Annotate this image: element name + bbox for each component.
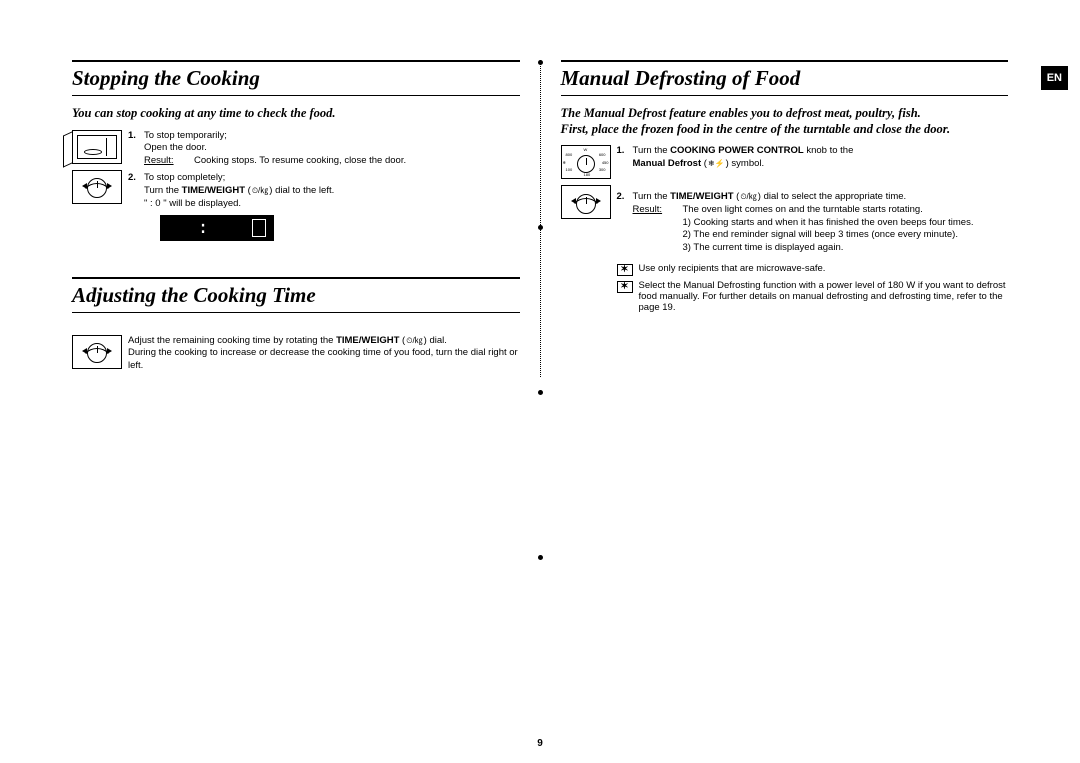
rule	[561, 60, 1009, 62]
note2-text: Select the Manual Defrosting function wi…	[639, 280, 1009, 313]
d1-mid: knob to the	[804, 145, 854, 156]
note1-text: Use only recipients that are microwave-s…	[639, 263, 826, 276]
time-weight-dial-icon	[561, 185, 611, 219]
step2-line2: " : 0 " will be displayed.	[144, 198, 241, 209]
heading-block: Stopping the Cooking	[72, 66, 520, 96]
time-weight-dial-icon	[72, 335, 122, 369]
adjust-bold: TIME/WEIGHT	[336, 335, 399, 346]
d1-b1: COOKING POWER CONTROL	[670, 145, 804, 156]
rule	[72, 60, 520, 62]
d2-r0: The oven light comes on and the turntabl…	[683, 204, 923, 215]
stop-step1: To stop temporarily; Open the door. Resu…	[128, 130, 520, 168]
defrost-step2: Turn the TIME/WEIGHT (⏲/㎏) dial to selec…	[617, 191, 1009, 255]
section-title-stopping: Stopping the Cooking	[72, 66, 520, 91]
d2-mid: dial to select the appropriate time.	[761, 191, 906, 202]
stop-step2: To stop completely; Turn the TIME/WEIGHT…	[128, 172, 520, 240]
display-readout: :	[160, 215, 274, 241]
heading-block: Manual Defrosting of Food	[561, 66, 1009, 96]
note-1: ✶ Use only recipients that are microwave…	[617, 263, 1009, 276]
d2-r3: 3) The current time is displayed again.	[683, 242, 844, 253]
manual-page: Stopping the Cooking You can stop cookin…	[0, 0, 1080, 397]
heading-block: Adjusting the Cooking Time	[72, 283, 520, 313]
rule	[72, 277, 520, 279]
step1-lead: To stop temporarily;	[144, 130, 227, 141]
section-title-adjusting: Adjusting the Cooking Time	[72, 283, 520, 308]
right-column: EN Manual Defrosting of Food The Manual …	[561, 60, 1009, 377]
intro-stopping: You can stop cooking at any time to chec…	[72, 106, 520, 122]
left-column: Stopping the Cooking You can stop cookin…	[72, 60, 520, 377]
defrost-symbol: ❄⚡	[707, 159, 726, 170]
tw-symbol: ⏲/㎏	[251, 186, 269, 197]
d1-pre: Turn the	[633, 145, 671, 156]
d2-r2: 2) The end reminder signal will beep 3 t…	[683, 229, 958, 240]
tw-symbol: ⏲/㎏	[405, 336, 423, 347]
d2-b1: TIME/WEIGHT	[670, 191, 733, 202]
page-number: 9	[537, 738, 543, 749]
adjust-row: Adjust the remaining cooking time by rot…	[72, 335, 520, 373]
step2-line-bold: TIME/WEIGHT	[182, 185, 245, 196]
step2-line-pre: Turn the	[144, 185, 182, 196]
step1-row: To stop temporarily; Open the door. Resu…	[72, 130, 520, 245]
step1-result: Cooking stops. To resume cooking, close …	[194, 155, 406, 168]
column-separator	[540, 60, 541, 377]
step1-line: Open the door.	[144, 142, 207, 153]
note-icon: ✶	[617, 264, 633, 276]
d2-r1: 1) Cooking starts and when it has finish…	[683, 217, 974, 228]
tw-symbol: ⏲/㎏	[739, 192, 757, 203]
note-icon: ✶	[617, 281, 633, 293]
language-tab: EN	[1041, 66, 1068, 90]
defrost-step1: Turn the COOKING POWER CONTROL knob to t…	[617, 145, 1009, 187]
adjust-post: dial.	[427, 335, 447, 346]
intro-defrost: The Manual Defrost feature enables you t…	[561, 106, 1009, 137]
power-control-knob-icon: W 600 450 300 180 100 ❄ 800	[561, 145, 611, 179]
adjust-pre: Adjust the remaining cooking time by rot…	[128, 335, 336, 346]
d1-b2: Manual Defrost	[633, 158, 702, 169]
microwave-open-icon	[72, 130, 122, 164]
d1-post: symbol.	[729, 158, 764, 169]
note-2: ✶ Select the Manual Defrosting function …	[617, 280, 1009, 313]
section-title-defrost: Manual Defrosting of Food	[561, 66, 1009, 91]
adjust-para2: During the cooking to increase or decrea…	[128, 347, 518, 371]
result-label: Result:	[633, 204, 683, 255]
defrost-step1-row: W 600 450 300 180 100 ❄ 800	[561, 145, 1009, 259]
d2-pre: Turn the	[633, 191, 671, 202]
step2-lead: To stop completely;	[144, 172, 225, 183]
result-label: Result:	[144, 155, 194, 168]
step2-line-post: dial to the left.	[272, 185, 334, 196]
time-weight-dial-icon	[72, 170, 122, 204]
